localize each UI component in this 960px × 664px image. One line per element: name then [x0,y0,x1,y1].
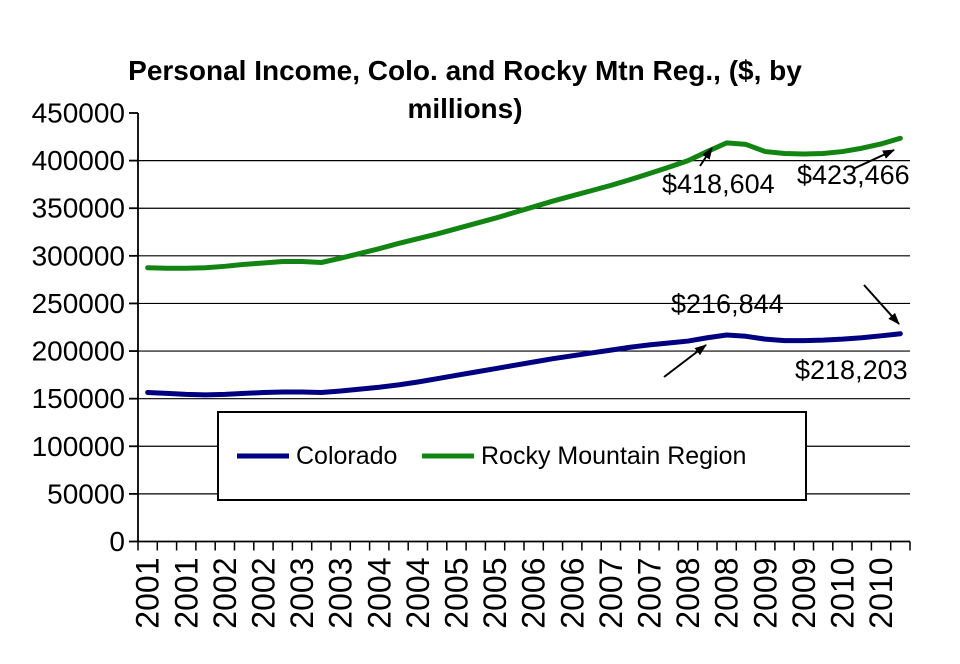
x-tick-label: 2003 [284,558,320,629]
x-tick-label: 2005 [477,558,513,629]
x-tick-label: 2009 [786,558,822,629]
legend-label: Colorado [296,442,397,470]
annotation-arrow [663,344,707,378]
annotation-arrow [863,284,900,325]
x-tick-label: 2002 [207,558,243,629]
y-tick-label: 450000 [32,98,125,129]
x-tick-label: 2005 [438,558,474,629]
x-tick-label: 2008 [709,558,745,629]
x-tick-label: 2008 [670,558,706,629]
x-tick-label: 2001 [130,558,166,629]
x-tick-label: 2002 [245,558,281,629]
x-tick-label: 2007 [593,558,629,629]
x-tick-label: 2010 [863,558,899,629]
y-tick-label: 100000 [32,431,125,462]
series-line-colorado [145,331,903,398]
annotation-label: $216,844 [671,289,784,319]
x-tick-label: 2009 [747,558,783,629]
y-tick-label: 200000 [32,336,125,367]
x-tick-label: 2006 [554,558,590,629]
annotation-label: $423,466 [797,160,910,190]
annotation-label: $418,604 [662,169,775,199]
series-line-rocky-mountain-region [145,135,903,271]
annotation-arrow [852,149,895,170]
annotation-arrow [699,147,713,167]
x-tick-label: 2006 [516,558,552,629]
x-tick-label: 2003 [323,558,359,629]
x-tick-label: 2004 [400,558,436,629]
y-tick-label: 400000 [32,145,125,176]
x-tick-label: 2007 [631,558,667,629]
x-tick-label: 2004 [361,558,397,629]
annotation-label: $218,203 [795,355,908,385]
legend-label: Rocky Mountain Region [481,442,746,470]
y-tick-label: 350000 [32,193,125,224]
x-tick-label: 2001 [168,558,204,629]
y-tick-label: 150000 [32,383,125,414]
y-tick-label: 0 [109,526,125,557]
y-tick-label: 300000 [32,240,125,271]
chart-title: Personal Income, Colo. and Rocky Mtn Reg… [128,55,802,124]
y-tick-label: 250000 [32,288,125,319]
legend-box [217,411,807,501]
x-tick-label: 2010 [824,558,860,629]
y-tick-label: 50000 [47,478,125,509]
